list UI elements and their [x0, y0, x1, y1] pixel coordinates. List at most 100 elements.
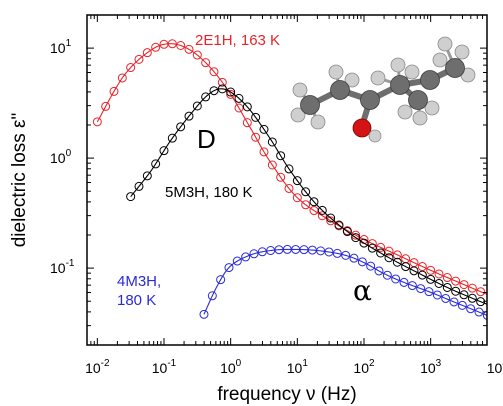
data-point — [176, 41, 186, 51]
data-point — [92, 117, 102, 127]
data-point — [142, 48, 152, 58]
data-point — [259, 147, 269, 157]
data-point — [451, 276, 461, 286]
data-point — [332, 248, 342, 258]
data-point — [199, 309, 209, 319]
data-point — [109, 86, 119, 96]
data-point — [117, 73, 127, 83]
data-point — [232, 256, 242, 266]
data-point — [374, 266, 384, 276]
hydrogen-atom — [368, 129, 382, 143]
y-tick-label: 101 — [50, 38, 72, 56]
data-point — [251, 112, 261, 122]
carbon-atom — [300, 95, 320, 115]
carbon-atom — [330, 80, 350, 100]
x-tick-label: 103 — [420, 358, 442, 376]
data-point — [382, 270, 392, 280]
data-point — [224, 263, 234, 273]
x-tick-labels: 10-2 10-1 100 101 102 103 104 — [85, 358, 503, 376]
hydrogen-atom — [424, 100, 440, 116]
hydrogen-atom — [390, 57, 406, 73]
hydrogen-atom — [328, 64, 344, 80]
data-point — [342, 227, 352, 237]
hydrogen-atom — [412, 110, 428, 126]
data-point — [416, 284, 426, 294]
hydrogen-atom — [404, 64, 420, 80]
data-point — [251, 132, 261, 142]
data-point — [209, 67, 219, 77]
data-point — [209, 86, 219, 96]
data-point — [426, 274, 436, 284]
data-point — [467, 293, 477, 303]
data-point — [101, 101, 111, 111]
data-point — [459, 280, 469, 290]
hydrogen-atom — [344, 72, 360, 88]
data-point — [349, 253, 359, 263]
data-point — [407, 281, 417, 291]
hydrogen-atom — [397, 104, 413, 120]
data-point — [259, 124, 269, 134]
data-point — [142, 171, 152, 181]
data-point — [357, 257, 367, 267]
data-point — [301, 200, 311, 210]
data-point — [467, 283, 477, 293]
data-point — [126, 63, 136, 73]
plot-area — [92, 39, 487, 320]
hydrogen-atom — [290, 107, 306, 123]
data-point — [267, 160, 277, 170]
data-point — [466, 304, 476, 314]
data-point — [284, 183, 294, 193]
data-point — [474, 307, 484, 317]
data-point — [451, 286, 461, 296]
series-layer — [92, 39, 487, 320]
data-point — [417, 270, 427, 280]
hydrogen-atom — [432, 52, 448, 68]
data-point — [399, 277, 409, 287]
data-point — [284, 164, 294, 174]
blue-series-label-line2: 180 K — [117, 292, 156, 309]
data-point — [216, 275, 226, 285]
x-tick-label: 10-1 — [152, 358, 177, 376]
data-point — [391, 274, 401, 284]
data-point — [276, 172, 286, 182]
blue-series-label-line1: 4M3H, — [117, 273, 161, 290]
data-point — [184, 44, 194, 54]
data-point — [376, 248, 386, 258]
data-point — [384, 253, 394, 263]
data-point — [134, 54, 144, 64]
carbon-atom — [445, 58, 465, 78]
ticks-layer — [86, 14, 488, 346]
data-point — [309, 197, 319, 207]
data-point — [301, 187, 311, 197]
data-point — [257, 247, 267, 257]
data-point — [401, 262, 411, 272]
black-series-label: 5M3H, 180 K — [165, 184, 253, 201]
data-point — [201, 92, 211, 102]
data-point — [442, 273, 452, 283]
data-point — [326, 213, 336, 223]
data-point — [366, 261, 376, 271]
data-point — [151, 159, 161, 169]
data-point — [241, 252, 251, 262]
data-point — [226, 87, 236, 97]
data-point — [292, 193, 302, 203]
oxygen-atom — [352, 118, 372, 138]
data-point — [482, 310, 487, 320]
data-point — [134, 181, 144, 191]
data-point — [432, 290, 442, 300]
alpha-label: α — [353, 274, 372, 307]
data-point — [292, 176, 302, 186]
red-series-label: 2E1H, 163 K — [195, 32, 280, 49]
data-point — [317, 211, 327, 221]
hydrogen-atom — [370, 70, 386, 86]
data-point — [409, 266, 419, 276]
data-point — [249, 249, 259, 259]
data-point — [192, 50, 202, 60]
data-point — [417, 262, 427, 272]
data-point — [267, 137, 277, 147]
data-point — [242, 118, 252, 128]
data-point — [242, 102, 252, 112]
x-tick-label: 100 — [220, 358, 242, 376]
data-point — [359, 238, 369, 248]
